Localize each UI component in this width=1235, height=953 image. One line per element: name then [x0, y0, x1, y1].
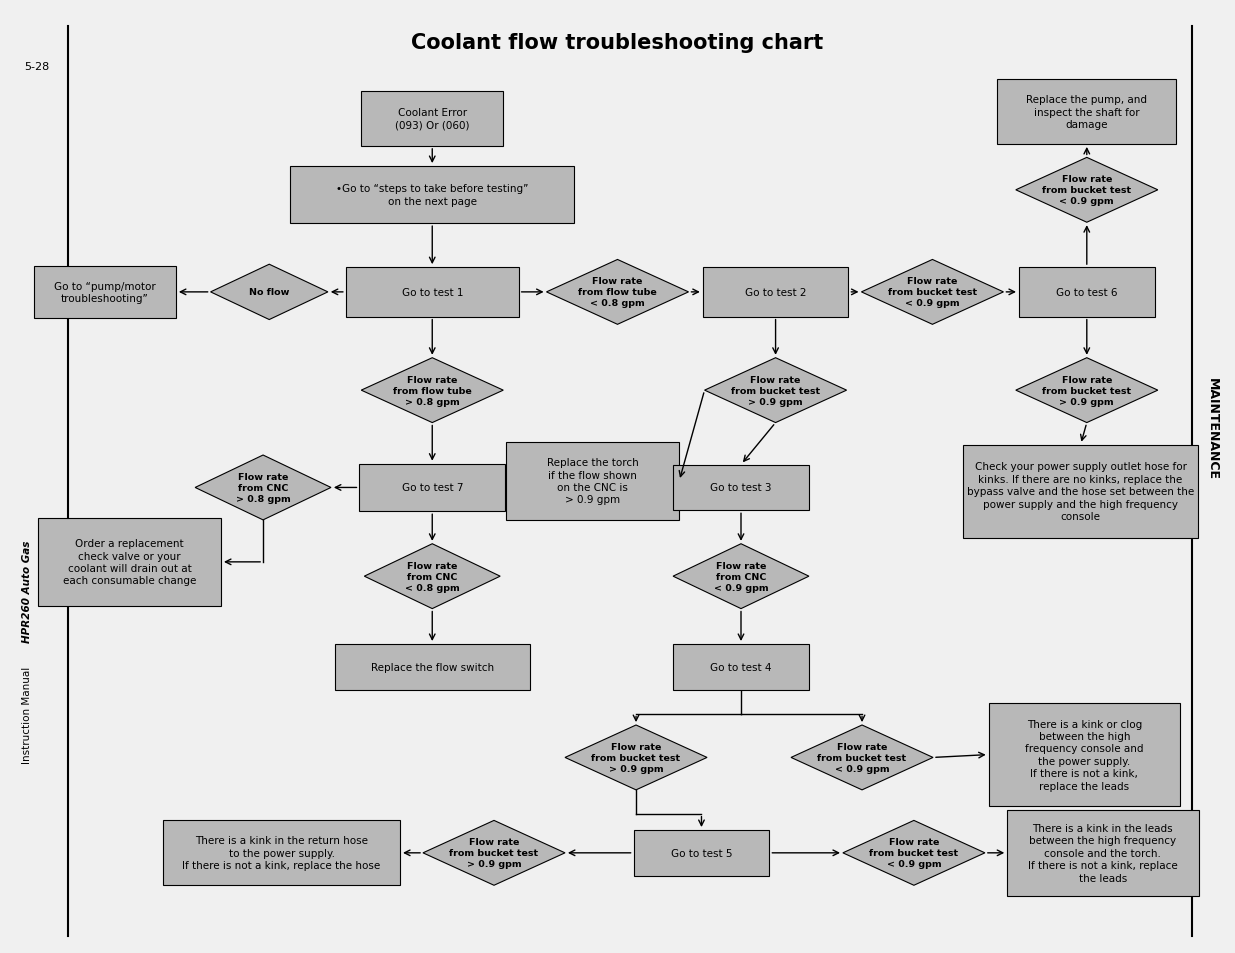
Polygon shape [364, 544, 500, 609]
Text: Flow rate
from bucket test
> 0.9 gpm: Flow rate from bucket test > 0.9 gpm [592, 742, 680, 773]
Polygon shape [566, 725, 706, 790]
Text: Flow rate
from bucket test
< 0.9 gpm: Flow rate from bucket test < 0.9 gpm [888, 277, 977, 308]
FancyBboxPatch shape [1008, 810, 1198, 896]
Text: No flow: No flow [249, 288, 289, 297]
Text: Flow rate
from bucket test
< 0.9 gpm: Flow rate from bucket test < 0.9 gpm [1042, 175, 1131, 206]
Text: Go to test 7: Go to test 7 [401, 483, 463, 493]
Text: Flow rate
from CNC
< 0.8 gpm: Flow rate from CNC < 0.8 gpm [405, 561, 459, 592]
Text: Flow rate
from bucket test
> 0.9 gpm: Flow rate from bucket test > 0.9 gpm [450, 838, 538, 868]
FancyBboxPatch shape [673, 465, 809, 511]
Polygon shape [704, 358, 847, 423]
Text: Flow rate
from bucket test
< 0.9 gpm: Flow rate from bucket test < 0.9 gpm [818, 742, 906, 773]
Text: Go to “pump/motor
troubleshooting”: Go to “pump/motor troubleshooting” [54, 281, 156, 304]
FancyBboxPatch shape [359, 464, 505, 512]
Text: There is a kink in the return hose
to the power supply.
If there is not a kink, : There is a kink in the return hose to th… [183, 836, 380, 870]
FancyBboxPatch shape [634, 830, 769, 876]
FancyBboxPatch shape [38, 518, 221, 606]
FancyBboxPatch shape [988, 703, 1181, 806]
Polygon shape [361, 358, 504, 423]
Polygon shape [195, 456, 331, 520]
FancyBboxPatch shape [506, 442, 679, 520]
FancyBboxPatch shape [963, 445, 1198, 538]
FancyBboxPatch shape [163, 821, 400, 885]
Text: Go to test 1: Go to test 1 [401, 288, 463, 297]
Text: Coolant flow troubleshooting chart: Coolant flow troubleshooting chart [411, 33, 824, 52]
FancyBboxPatch shape [998, 80, 1176, 145]
FancyBboxPatch shape [1019, 268, 1155, 317]
Text: Flow rate
from CNC
< 0.9 gpm: Flow rate from CNC < 0.9 gpm [714, 561, 768, 592]
Text: Replace the torch
if the flow shown
on the CNC is
> 0.9 gpm: Replace the torch if the flow shown on t… [547, 457, 638, 505]
Text: MAINTENANCE: MAINTENANCE [1207, 378, 1219, 479]
Text: Flow rate
from bucket test
< 0.9 gpm: Flow rate from bucket test < 0.9 gpm [869, 838, 958, 868]
Text: Go to test 4: Go to test 4 [710, 662, 772, 672]
Text: Order a replacement
check valve or your
coolant will drain out at
each consumabl: Order a replacement check valve or your … [63, 538, 196, 586]
Text: Coolant Error
(093) Or (060): Coolant Error (093) Or (060) [395, 108, 469, 131]
Text: Replace the pump, and
inspect the shaft for
damage: Replace the pump, and inspect the shaft … [1026, 95, 1147, 130]
Text: There is a kink in the leads
between the high frequency
console and the torch.
I: There is a kink in the leads between the… [1028, 823, 1178, 882]
FancyBboxPatch shape [35, 266, 177, 318]
Text: Replace the flow switch: Replace the flow switch [370, 662, 494, 672]
Text: Go to test 2: Go to test 2 [745, 288, 806, 297]
Text: Go to test 5: Go to test 5 [671, 848, 732, 858]
Text: •Go to “steps to take before testing”
on the next page: •Go to “steps to take before testing” on… [336, 184, 529, 207]
FancyBboxPatch shape [335, 644, 530, 690]
Text: 5-28: 5-28 [25, 62, 49, 71]
Text: Check your power supply outlet hose for
kinks. If there are no kinks, replace th: Check your power supply outlet hose for … [967, 462, 1194, 521]
Text: Go to test 3: Go to test 3 [710, 483, 772, 493]
FancyBboxPatch shape [703, 268, 848, 317]
Text: Flow rate
from flow tube
> 0.8 gpm: Flow rate from flow tube > 0.8 gpm [393, 375, 472, 406]
Text: Instruction Manual: Instruction Manual [22, 666, 32, 763]
Polygon shape [862, 260, 1003, 325]
FancyBboxPatch shape [346, 268, 519, 317]
FancyBboxPatch shape [361, 91, 504, 147]
Polygon shape [790, 725, 932, 790]
Text: Flow rate
from bucket test
> 0.9 gpm: Flow rate from bucket test > 0.9 gpm [731, 375, 820, 406]
Polygon shape [210, 265, 329, 320]
Text: Flow rate
from bucket test
> 0.9 gpm: Flow rate from bucket test > 0.9 gpm [1042, 375, 1131, 406]
Polygon shape [422, 821, 566, 885]
Polygon shape [1015, 158, 1158, 223]
Polygon shape [1015, 358, 1158, 423]
Text: There is a kink or clog
between the high
frequency console and
the power supply.: There is a kink or clog between the high… [1025, 719, 1144, 791]
FancyBboxPatch shape [673, 644, 809, 690]
Text: Go to test 6: Go to test 6 [1056, 288, 1118, 297]
Text: Flow rate
from CNC
> 0.8 gpm: Flow rate from CNC > 0.8 gpm [236, 473, 290, 503]
Text: Flow rate
from flow tube
< 0.8 gpm: Flow rate from flow tube < 0.8 gpm [578, 277, 657, 308]
Text: HPR260 Auto Gas: HPR260 Auto Gas [22, 539, 32, 642]
Polygon shape [546, 260, 689, 325]
FancyBboxPatch shape [290, 167, 574, 224]
Polygon shape [842, 821, 986, 885]
Polygon shape [673, 544, 809, 609]
